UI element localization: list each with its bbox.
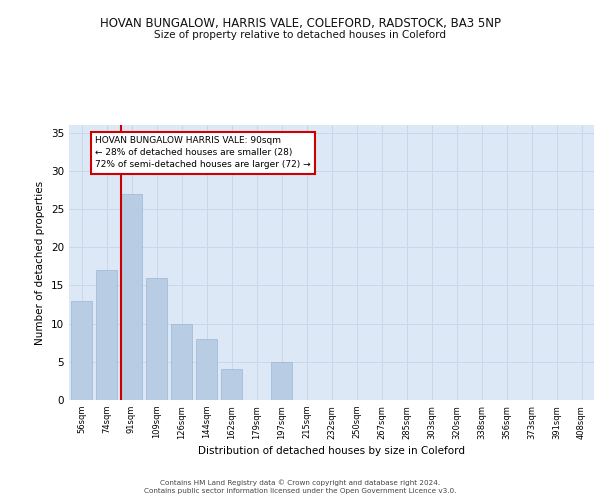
- Bar: [171, 324, 192, 400]
- Bar: [196, 339, 217, 400]
- Bar: [271, 362, 292, 400]
- Text: HOVAN BUNGALOW, HARRIS VALE, COLEFORD, RADSTOCK, BA3 5NP: HOVAN BUNGALOW, HARRIS VALE, COLEFORD, R…: [100, 18, 500, 30]
- Y-axis label: Number of detached properties: Number of detached properties: [35, 180, 46, 344]
- Bar: [121, 194, 142, 400]
- Bar: [71, 300, 92, 400]
- Bar: [96, 270, 117, 400]
- Text: Contains HM Land Registry data © Crown copyright and database right 2024.
Contai: Contains HM Land Registry data © Crown c…: [144, 480, 456, 494]
- X-axis label: Distribution of detached houses by size in Coleford: Distribution of detached houses by size …: [198, 446, 465, 456]
- Text: HOVAN BUNGALOW HARRIS VALE: 90sqm
← 28% of detached houses are smaller (28)
72% : HOVAN BUNGALOW HARRIS VALE: 90sqm ← 28% …: [95, 136, 311, 169]
- Text: Size of property relative to detached houses in Coleford: Size of property relative to detached ho…: [154, 30, 446, 40]
- Bar: [221, 370, 242, 400]
- Bar: [146, 278, 167, 400]
